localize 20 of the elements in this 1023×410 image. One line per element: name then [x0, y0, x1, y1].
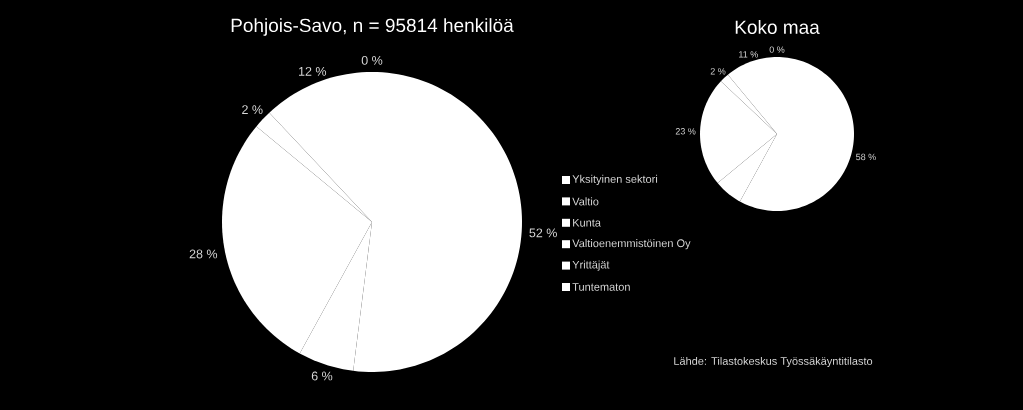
legend-label: Kunta	[573, 218, 601, 227]
text: 0 %	[361, 55, 383, 65]
data-label: 58 %	[856, 153, 876, 161]
data-label: 11 %	[739, 51, 758, 58]
legend-label: Yksityinen sektori	[572, 174, 658, 186]
text: 0 %	[769, 46, 785, 53]
chart-title: Koko maa	[735, 20, 820, 34]
chart-title: Pohjois-Savo, n = 95814 henkilöä	[231, 18, 514, 36]
text: Lähde: Tilastokeskus Työssäkäyntitilasto	[674, 356, 873, 368]
data-label: 2 %	[242, 105, 263, 115]
data-label: 2 %	[710, 68, 726, 75]
data-label: 12 %	[299, 66, 327, 76]
data-label: 23 %	[675, 128, 696, 135]
data-label: 52 %	[529, 228, 557, 238]
data-label: 28 %	[189, 249, 218, 259]
legend-label: Valtio	[572, 197, 599, 206]
data-label: 6 %	[311, 371, 333, 381]
legend-label: Yrittäjät	[572, 260, 610, 271]
legend-label: Tuntematon	[572, 283, 630, 291]
legend-label: Valtioenemmistöinen Oy	[572, 239, 691, 250]
